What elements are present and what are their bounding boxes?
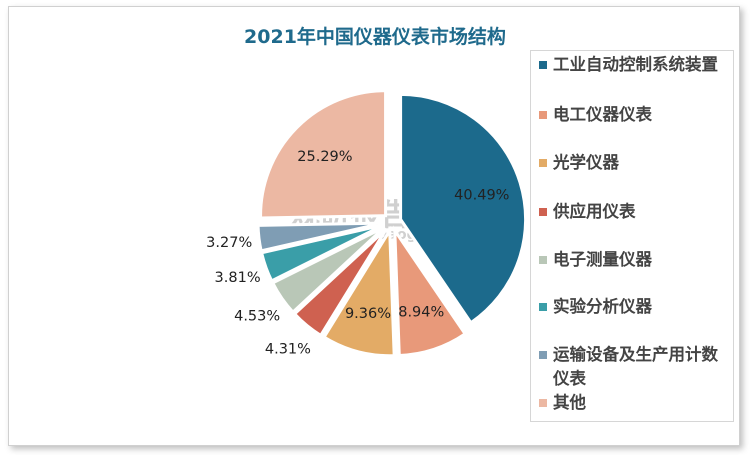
legend-label: 运输设备及生产用计数仪表	[553, 345, 718, 388]
legend-swatch	[539, 256, 547, 264]
legend-swatch	[539, 61, 547, 69]
legend-swatch	[539, 399, 547, 407]
legend-swatch	[539, 351, 547, 359]
legend-label: 光学仪器	[553, 153, 619, 172]
legend-item: 实验分析仪器	[539, 295, 729, 319]
data-label: 8.94%	[398, 304, 444, 320]
legend-item: 电工仪器仪表	[539, 103, 729, 127]
data-label: 3.81%	[215, 270, 261, 286]
legend-label: 实验分析仪器	[553, 297, 652, 316]
legend-swatch	[539, 111, 547, 119]
pie-slice	[322, 225, 396, 358]
legend-item: 光学仪器	[539, 151, 729, 175]
legend-item: 运输设备及生产用计数仪表	[539, 343, 729, 391]
pie-slice	[259, 223, 385, 283]
legend: 工业自动控制系统装置 电工仪器仪表 光学仪器供应用仪表电子测量仪器 实验分析仪器运输设…	[530, 50, 734, 422]
pie-slice	[399, 92, 528, 325]
legend-item: 电子测量仪器	[539, 248, 729, 272]
legend-item: 供应用仪表	[539, 200, 729, 224]
chart-title: 2021年中国仪器仪表市场结构	[244, 26, 506, 48]
data-label: 40.49%	[454, 187, 509, 203]
data-label: 9.36%	[345, 306, 391, 322]
pie-slice	[256, 221, 384, 253]
legend-label: 工业自动控制系统装置	[553, 55, 718, 74]
legend-label: 电子测量仪器	[553, 250, 652, 269]
pie-slice	[270, 225, 386, 315]
data-label: 4.31%	[265, 342, 311, 358]
legend-label: 供应用仪表	[553, 202, 636, 221]
legend-label: 其他	[553, 393, 586, 412]
pie-slice	[393, 225, 468, 358]
legend-label: 电工仪器仪表	[553, 105, 652, 124]
legend-swatch	[539, 303, 547, 311]
legend-swatch	[539, 159, 547, 167]
legend-swatch	[539, 208, 547, 216]
pie-slice	[259, 89, 388, 220]
data-label: 4.53%	[234, 308, 280, 324]
legend-item: 工业自动控制系统装置	[539, 53, 729, 77]
pie-slice	[292, 227, 388, 338]
legend-item: 其他	[539, 391, 729, 415]
data-label: 3.27%	[206, 235, 252, 251]
data-label: 25.29%	[297, 149, 352, 165]
